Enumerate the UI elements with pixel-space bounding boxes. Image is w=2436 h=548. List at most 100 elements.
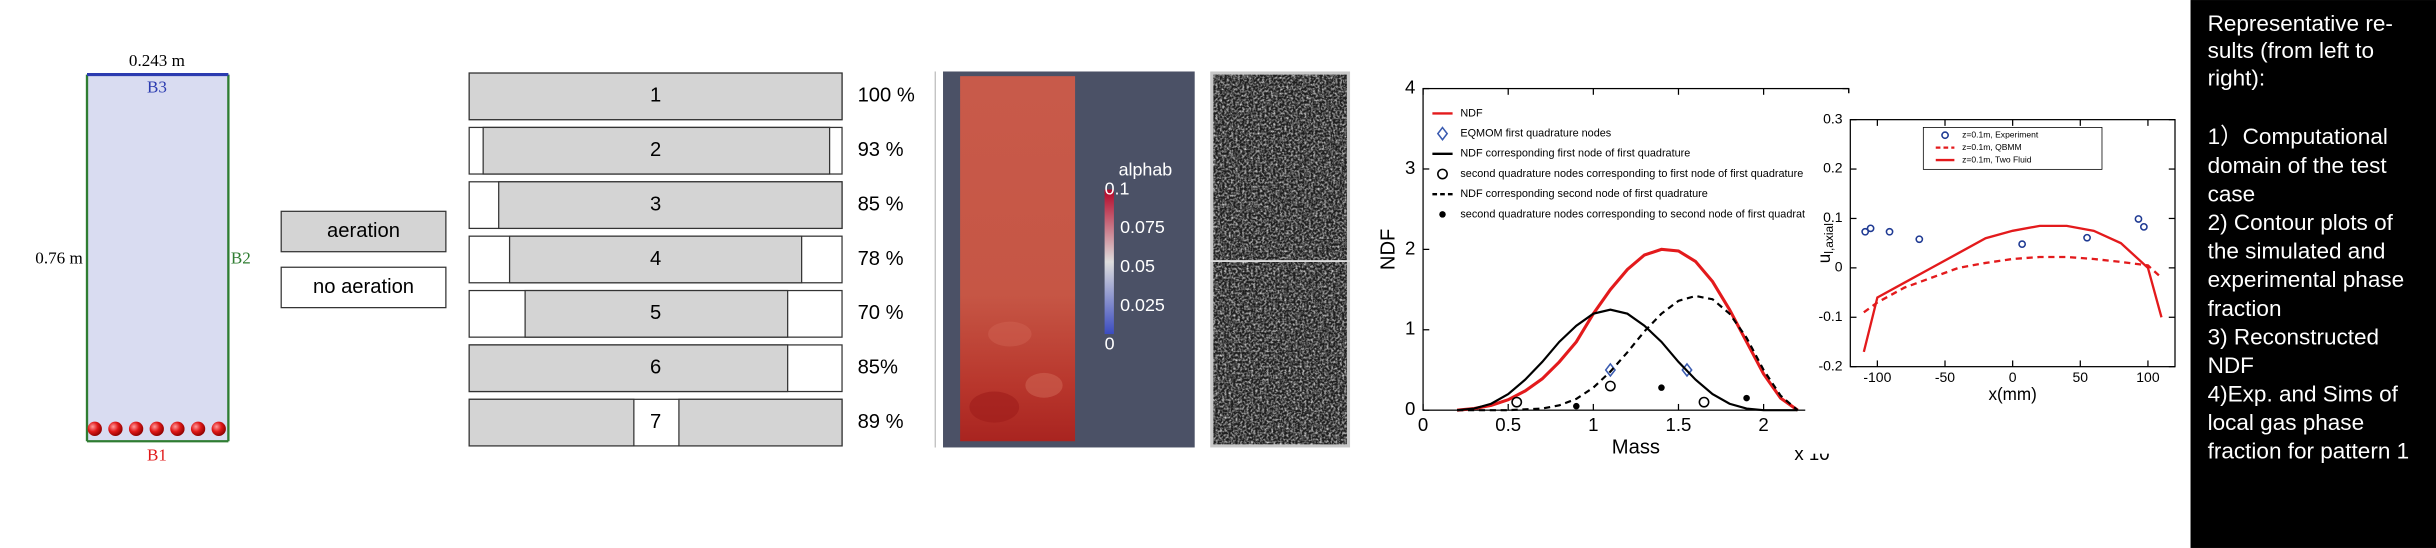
- y-axis-label-sub: l,axial: [1822, 223, 1836, 254]
- circle-marker: [1941, 131, 1949, 140]
- colorbar-label: 0.1: [1105, 178, 1130, 198]
- y-tick-label: -0.1: [1818, 308, 1842, 324]
- aeration-fraction: 100 %: [858, 85, 915, 107]
- aeration-label: no aeration: [313, 276, 414, 298]
- x-tick-label: 50: [2073, 369, 2089, 385]
- contour-blob: [1025, 372, 1063, 398]
- aeration-box: [280, 210, 447, 253]
- height-label: 0.76 m: [35, 248, 83, 267]
- circle-marker: [1604, 380, 1616, 392]
- y-axis-label-main: u: [1815, 254, 1834, 264]
- summary-item: case: [2208, 181, 2256, 206]
- colorbar-title: alphab: [1119, 160, 1173, 180]
- bubble: [87, 421, 102, 436]
- aeration-fraction: 70 %: [858, 302, 904, 324]
- pattern-number: 7: [650, 411, 661, 433]
- series-line: [1456, 247, 1799, 412]
- colorbar-label: 0.075: [1120, 217, 1165, 237]
- legend-label: z=0.1m, QBMM: [1962, 142, 2021, 152]
- colorbar-label: 0: [1105, 334, 1115, 354]
- pattern-number: 5: [650, 302, 661, 324]
- y-axis-label: NDF: [1378, 229, 1400, 271]
- summary-intro: sults (from left to: [2208, 38, 2374, 63]
- legend-label: second quadrature nodes corresponding to…: [1460, 168, 1803, 180]
- circle-marker: [2018, 240, 2027, 249]
- summary-panel: [2190, 0, 2436, 548]
- aeration-fraction: 89 %: [858, 411, 904, 433]
- summary-item: 2) Contour plots of: [2208, 210, 2394, 235]
- legend-label: z=0.1m, Two Fluid: [1962, 154, 2032, 164]
- summary-item: 1）Computational: [2208, 124, 2388, 149]
- domain-area: [87, 74, 229, 442]
- colorbar-label: 0.025: [1120, 295, 1165, 315]
- series-line: [1862, 224, 2163, 353]
- circle-marker: [1866, 224, 1875, 233]
- aeration-fraction: 85 %: [858, 193, 904, 215]
- y-tick-label: 2: [1405, 237, 1415, 258]
- y-tick-label: 1: [1405, 318, 1415, 339]
- b2-label: B2: [231, 248, 251, 267]
- aeration-fraction: 78 %: [858, 248, 904, 270]
- circle-marker: [1885, 227, 1894, 236]
- summary-intro: right):: [2208, 66, 2266, 91]
- y-tick-label: 0.2: [1823, 160, 1843, 176]
- photo-bubbles: [1213, 74, 1347, 445]
- legend-label: NDF corresponding first node of first qu…: [1460, 148, 1690, 160]
- width-label: 0.243 m: [129, 51, 186, 70]
- y-axis-label-main: NDF: [1378, 229, 1400, 271]
- series-line: [1457, 294, 1799, 412]
- x-tick-label: 0: [2009, 369, 2017, 385]
- bubble: [149, 421, 164, 436]
- dot-marker: [1573, 402, 1580, 410]
- x-tick-label: 1.5: [1666, 414, 1692, 435]
- aerated-segment: [498, 181, 843, 230]
- summary-item: local gas phase: [2208, 410, 2364, 435]
- b3-label: B3: [147, 78, 167, 97]
- aeration-fraction: 85%: [858, 357, 898, 379]
- aeration-fraction: 93 %: [858, 139, 904, 161]
- dot-marker: [1439, 211, 1446, 218]
- summary-item: fraction for pattern 1: [2208, 439, 2410, 464]
- x-axis-label: Mass: [1612, 437, 1660, 459]
- pattern-number: 4: [650, 248, 661, 270]
- aerated-segment: [508, 235, 803, 284]
- bubble: [211, 421, 226, 436]
- colorbar: [1104, 189, 1114, 335]
- aerated-segment: [524, 289, 789, 338]
- dot-marker: [1743, 394, 1750, 402]
- circle-marker: [1861, 227, 1870, 236]
- circle-marker: [2083, 233, 2091, 242]
- x-tick-label: 1: [1588, 414, 1598, 435]
- summary-item: the simulated and: [2208, 239, 2386, 264]
- circle-marker: [1511, 396, 1523, 408]
- legend-label: NDF corresponding second node of first q…: [1460, 188, 1707, 200]
- diamond-marker: [1436, 126, 1449, 141]
- summary-item: NDF: [2208, 353, 2254, 378]
- y-tick-label: 0: [1835, 259, 1843, 275]
- x-tick-label: 2: [1758, 414, 1768, 435]
- bubble: [128, 421, 144, 436]
- bubble: [108, 421, 123, 436]
- summary-item: experimental phase: [2208, 267, 2405, 292]
- x-tick-label: -50: [1935, 369, 1955, 385]
- pattern-number: 3: [650, 193, 661, 215]
- summary-item: 4)Exp. and Sims of: [2208, 382, 2399, 407]
- circle-marker: [1698, 396, 1710, 408]
- aerated-segment: [468, 344, 789, 393]
- circle-marker: [1915, 235, 1924, 244]
- contour-blob: [969, 391, 1020, 423]
- y-tick-label: 0.1: [1823, 209, 1843, 225]
- bubble: [170, 421, 185, 436]
- circle-marker: [2139, 222, 2148, 231]
- circle-marker: [2134, 215, 2143, 223]
- x-tick-label: -100: [1863, 369, 1891, 385]
- x-tick-label: 0: [1418, 414, 1428, 435]
- summary-intro: Representative re-: [2208, 11, 2393, 36]
- legend-label: second quadrature nodes corresponding to…: [1460, 208, 1820, 220]
- x-tick-label: 0.5: [1495, 414, 1521, 435]
- y-tick-label: 4: [1405, 77, 1415, 98]
- summary-item: domain of the test: [2208, 153, 2388, 178]
- aerated-segment: [678, 398, 843, 447]
